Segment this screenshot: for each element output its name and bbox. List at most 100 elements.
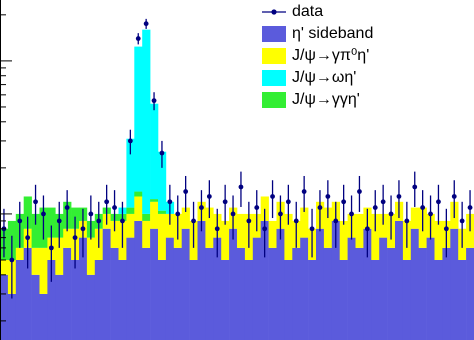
data-point (262, 226, 268, 232)
data-point (333, 218, 339, 224)
histogram-bar (410, 228, 419, 340)
histogram-bar (86, 237, 96, 275)
histogram-bar (181, 228, 190, 340)
histogram-bar (268, 220, 277, 248)
data-point (25, 235, 31, 241)
histogram-bar (292, 247, 301, 340)
histogram-bar (158, 213, 167, 260)
legend-label: J/ψ→ωη' (292, 69, 356, 86)
histogram-bar (126, 138, 135, 208)
data-point (436, 199, 441, 205)
histogram-bar (23, 196, 32, 229)
legend-swatch (262, 70, 286, 86)
histogram-bar (339, 259, 348, 340)
histogram-bar (418, 247, 427, 340)
histogram-bar (47, 259, 56, 340)
data-point (459, 218, 465, 224)
histogram-bar (79, 237, 88, 340)
histogram-bar (150, 103, 159, 200)
histogram-bar (15, 247, 24, 260)
legend: data η' sideband J/ψ→γπ⁰η' J/ψ→ωη' J/ψ→γγη' (256, 0, 474, 112)
data-point (80, 226, 86, 232)
data-point (357, 189, 362, 194)
data-point (364, 226, 370, 232)
histogram-bar (371, 213, 380, 260)
histogram-bar (323, 247, 333, 340)
histogram-bar (181, 207, 190, 229)
histogram-bar (189, 259, 198, 340)
legend-swatch (262, 92, 286, 108)
data-point (285, 199, 291, 205)
histogram-bar (15, 259, 24, 340)
histogram-bar (134, 191, 143, 197)
histogram-bar (31, 247, 40, 275)
data-point (301, 189, 307, 194)
legend-swatch (262, 26, 286, 42)
data-point (112, 205, 117, 210)
data-point (467, 205, 473, 210)
histogram-bar (260, 220, 269, 340)
legend-label: data (292, 3, 323, 20)
histogram-bar (355, 213, 364, 248)
histogram-bar (110, 247, 119, 340)
data-point (48, 245, 54, 251)
histogram-bar (237, 247, 246, 340)
histogram-bar (268, 247, 277, 340)
histogram-bar (434, 220, 443, 260)
data-point (443, 226, 449, 232)
histogram-bar (55, 237, 64, 275)
data-point (41, 211, 46, 217)
data-point (270, 194, 275, 199)
data-point (199, 205, 204, 210)
data-point (222, 199, 228, 205)
histogram-bar (110, 220, 119, 248)
histogram-bar (94, 259, 103, 340)
data-point (428, 211, 433, 217)
histogram-bar (316, 228, 325, 340)
histogram-bar (284, 259, 293, 340)
histogram-bar (276, 228, 285, 340)
data-point (143, 21, 149, 27)
histogram-bar (221, 220, 230, 260)
histogram-bar (134, 196, 143, 221)
histogram-bar (300, 237, 309, 340)
histogram-bar (402, 259, 412, 340)
data-point (9, 257, 15, 263)
histogram-bar (55, 274, 64, 340)
histogram-bar (158, 151, 167, 211)
histogram-bar (205, 207, 214, 248)
histogram-bar (23, 247, 32, 340)
data-point (396, 194, 402, 199)
data-point (159, 150, 165, 156)
legend-swatch (262, 48, 286, 64)
data-point (309, 226, 315, 232)
data-point (420, 205, 426, 210)
histogram-bar (150, 228, 159, 340)
histogram-bar (118, 259, 127, 340)
data-point (230, 211, 236, 217)
data-point (341, 199, 347, 205)
histogram-bar (31, 274, 40, 340)
histogram-bar (229, 228, 238, 340)
data-point (64, 205, 70, 210)
histogram-bar (71, 259, 80, 340)
histogram-bar (331, 220, 340, 340)
data-point (254, 205, 260, 210)
histogram-bar (205, 247, 214, 340)
histogram-bar (197, 220, 206, 340)
histogram-bar (244, 259, 254, 340)
data-point (104, 199, 110, 205)
histogram-bar (323, 207, 333, 248)
histogram-bar (39, 293, 48, 340)
data-point (388, 211, 394, 217)
histogram-bar (284, 213, 293, 260)
histogram-bar (63, 228, 72, 248)
data-point (72, 235, 78, 241)
data-point (17, 218, 23, 224)
data-point (293, 218, 299, 224)
data-point (127, 138, 133, 144)
data-point (206, 194, 212, 199)
histogram-bar (31, 213, 40, 248)
histogram-bar (355, 247, 364, 340)
